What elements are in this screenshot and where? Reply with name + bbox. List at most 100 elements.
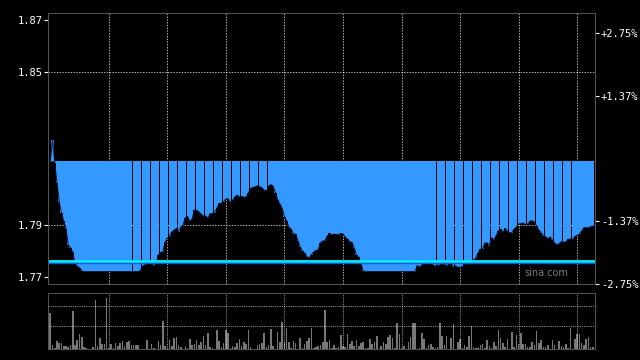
Bar	[85, 161, 87, 271]
Bar	[378, 161, 380, 271]
Bar	[229, 161, 232, 202]
Bar	[189, 339, 191, 349]
Bar	[234, 161, 236, 197]
Bar	[479, 161, 481, 249]
Bar	[239, 339, 240, 349]
Bar	[173, 161, 175, 230]
Bar	[446, 336, 447, 349]
Bar	[317, 161, 319, 249]
Bar	[193, 343, 195, 349]
Bar	[180, 161, 182, 227]
Bar	[173, 338, 175, 349]
Bar	[264, 333, 265, 349]
Bar	[180, 347, 182, 349]
Bar	[106, 161, 108, 271]
Bar	[362, 342, 364, 349]
Bar	[216, 161, 218, 208]
Bar	[207, 333, 209, 349]
Bar	[117, 346, 118, 349]
Bar	[303, 161, 306, 253]
Bar	[254, 161, 256, 187]
Bar	[509, 161, 511, 233]
Bar	[451, 338, 452, 349]
Bar	[58, 343, 60, 349]
Bar	[522, 161, 524, 223]
Bar	[408, 342, 409, 349]
Bar	[464, 345, 465, 349]
Bar	[276, 161, 279, 200]
Bar	[399, 334, 400, 349]
Bar	[166, 347, 168, 349]
Bar	[252, 161, 254, 188]
Bar	[394, 161, 396, 271]
Bar	[349, 161, 351, 242]
Bar	[273, 346, 274, 349]
Bar	[401, 348, 403, 349]
Bar	[589, 161, 592, 226]
Bar	[425, 161, 428, 263]
Bar	[570, 328, 572, 349]
Bar	[488, 346, 490, 349]
Bar	[285, 161, 288, 221]
Bar	[288, 161, 290, 228]
Bar	[477, 161, 479, 253]
Bar	[387, 161, 389, 271]
Bar	[49, 313, 51, 349]
Bar	[558, 341, 560, 349]
Bar	[390, 335, 391, 349]
Bar	[574, 339, 576, 349]
Bar	[196, 161, 198, 210]
Bar	[497, 161, 499, 231]
Bar	[108, 161, 110, 271]
Bar	[198, 345, 200, 349]
Bar	[484, 161, 486, 243]
Bar	[468, 161, 470, 264]
Bar	[491, 348, 492, 349]
Bar	[317, 346, 319, 349]
Bar	[525, 344, 526, 349]
Bar	[444, 345, 445, 349]
Bar	[463, 161, 466, 264]
Bar	[324, 310, 326, 349]
Bar	[279, 161, 281, 204]
Bar	[320, 345, 321, 349]
Bar	[504, 161, 506, 228]
Bar	[225, 330, 227, 349]
Bar	[147, 340, 148, 349]
Bar	[223, 343, 225, 349]
Bar	[294, 161, 297, 234]
Bar	[347, 334, 348, 349]
Bar	[137, 161, 139, 271]
Bar	[374, 161, 376, 271]
Bar	[245, 344, 247, 349]
Bar	[146, 161, 148, 261]
Bar	[209, 347, 211, 349]
Bar	[193, 161, 195, 210]
Bar	[563, 347, 564, 349]
Bar	[432, 347, 434, 349]
Bar	[65, 161, 67, 229]
Bar	[362, 161, 364, 271]
Bar	[551, 161, 554, 240]
Bar	[90, 161, 92, 271]
Bar	[513, 161, 515, 229]
Bar	[435, 161, 436, 266]
Bar	[88, 161, 90, 271]
Bar	[392, 338, 394, 349]
Bar	[74, 345, 76, 349]
Bar	[67, 161, 69, 245]
Bar	[574, 161, 576, 237]
Bar	[54, 348, 56, 349]
Bar	[261, 343, 262, 349]
Bar	[448, 161, 450, 264]
Bar	[421, 333, 422, 349]
Bar	[351, 161, 353, 242]
Bar	[164, 161, 166, 242]
Bar	[419, 348, 420, 349]
Bar	[214, 161, 216, 212]
Bar	[563, 161, 564, 242]
Bar	[495, 161, 497, 236]
Bar	[81, 161, 83, 271]
Bar	[187, 348, 188, 349]
Bar	[236, 161, 238, 195]
